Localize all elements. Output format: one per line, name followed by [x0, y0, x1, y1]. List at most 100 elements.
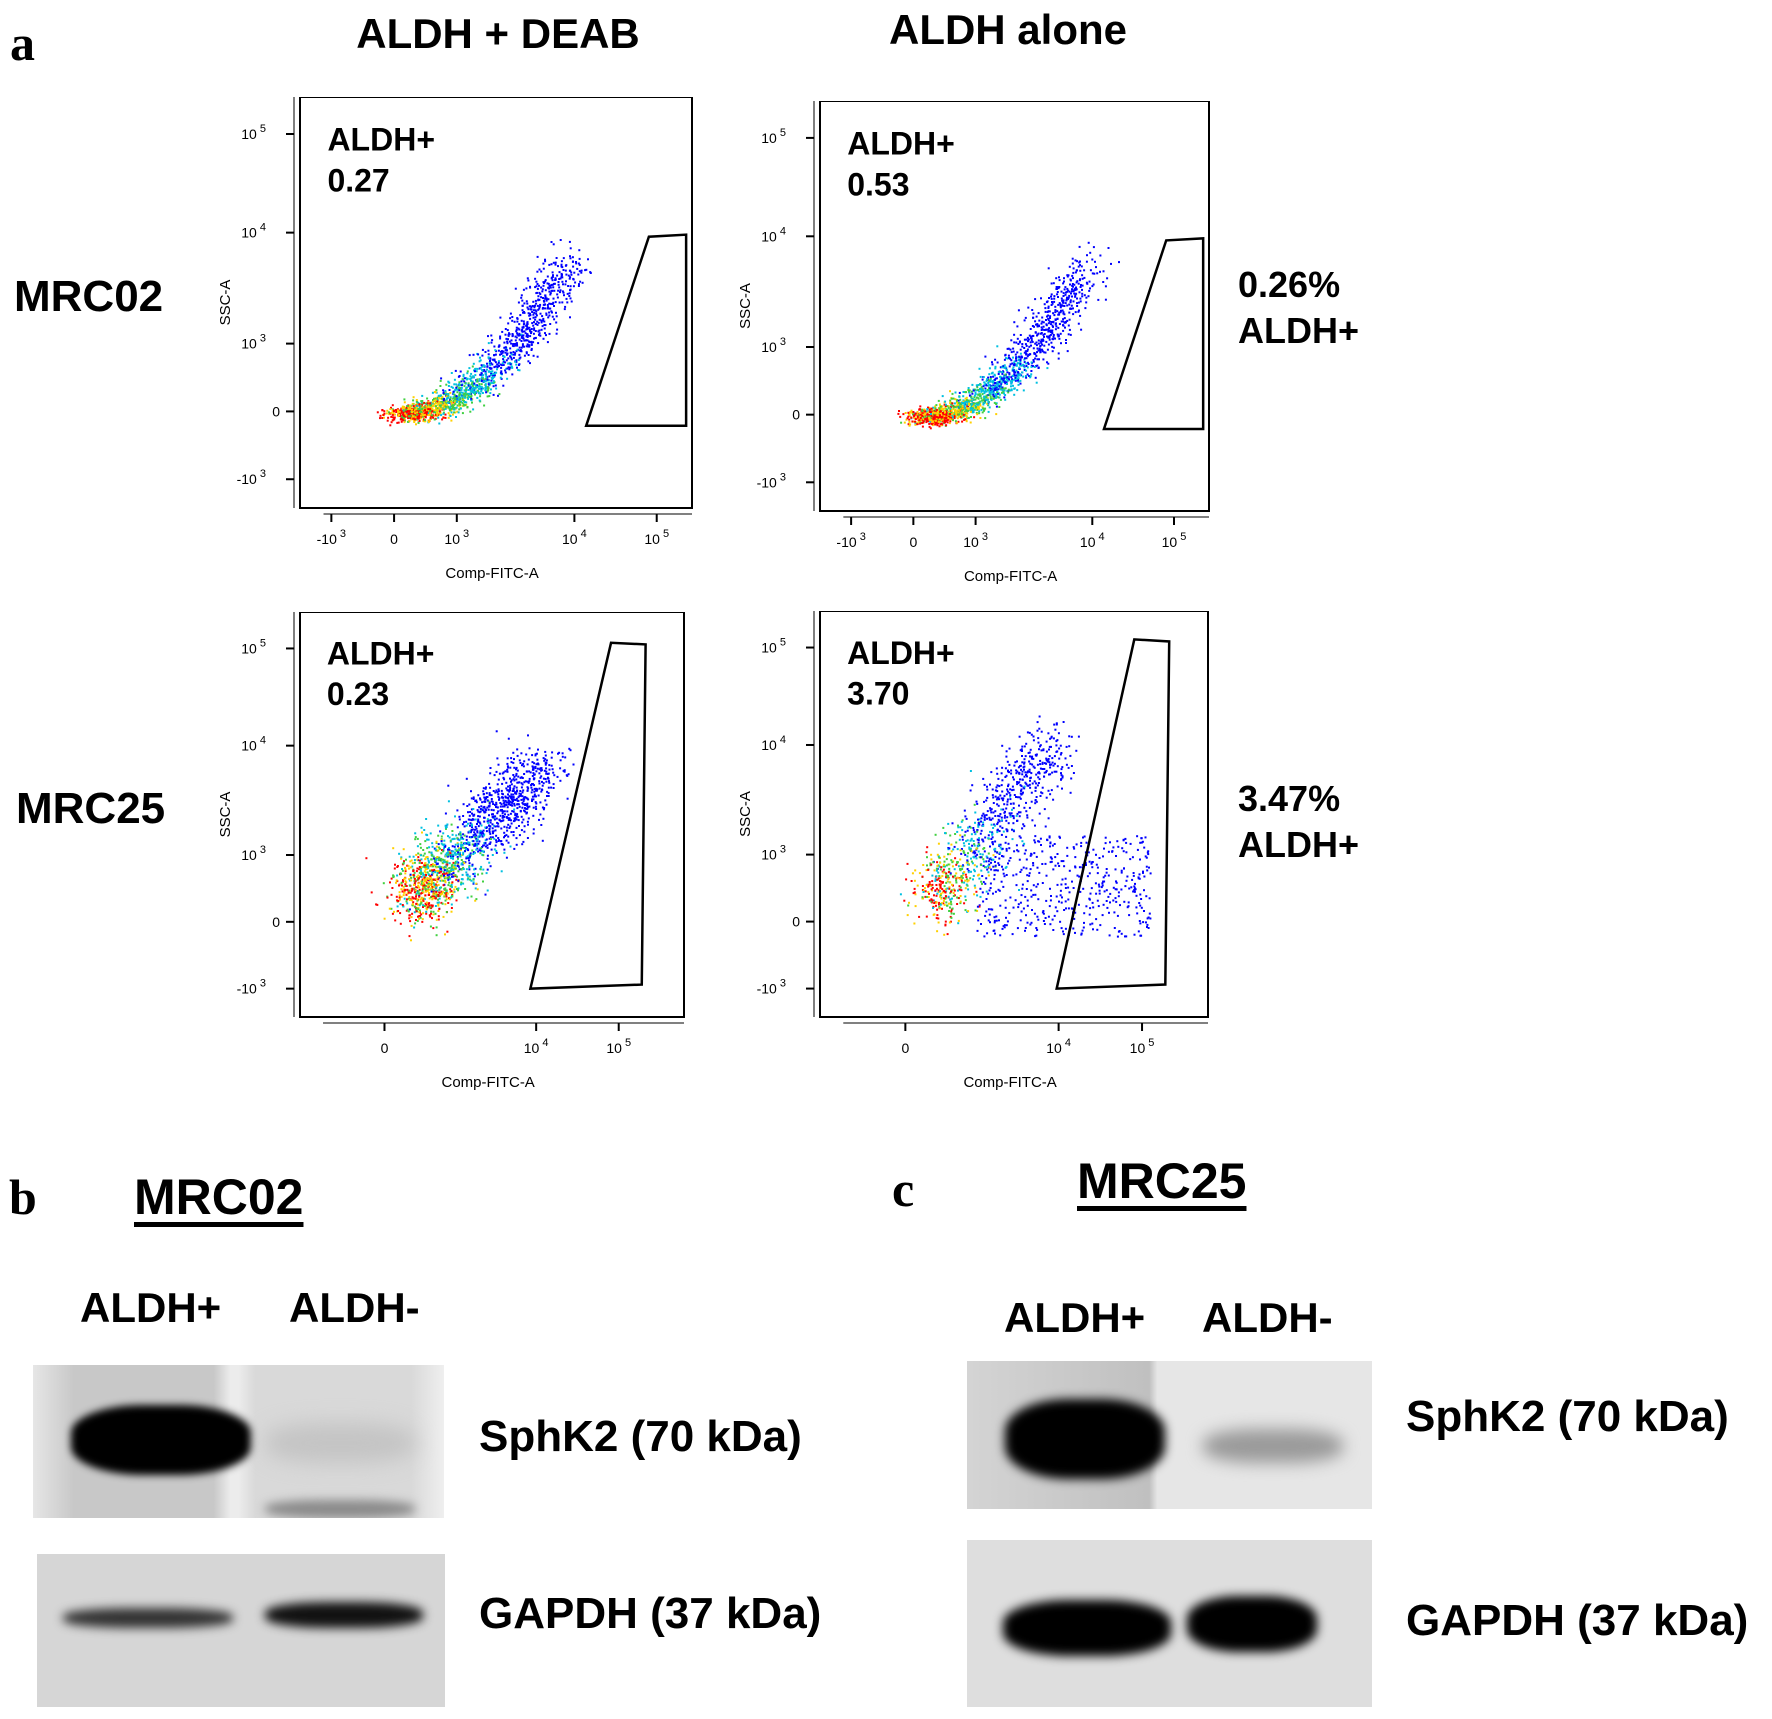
event-dot [420, 826, 423, 829]
event-dot [1049, 333, 1052, 336]
event-dot [551, 283, 554, 286]
event-dot [565, 280, 567, 283]
event-dot [470, 377, 473, 380]
event-dot [1007, 354, 1010, 357]
event-dot [989, 393, 992, 396]
event-dot [555, 332, 558, 335]
event-dot [379, 414, 382, 417]
event-dot [438, 871, 441, 874]
event-dot [978, 410, 981, 413]
event-dot [429, 877, 432, 880]
event-dot [1051, 324, 1054, 327]
event-dot [474, 851, 476, 854]
event-dot [464, 390, 467, 393]
event-dot [481, 830, 483, 833]
event-dot [536, 320, 539, 323]
event-dot [543, 300, 546, 303]
event-dot [491, 363, 494, 366]
event-dot [972, 403, 975, 406]
event-dot [440, 857, 443, 860]
event-dot [515, 768, 517, 771]
event-dot [544, 332, 546, 335]
event-dot [1023, 361, 1026, 364]
event-dot [487, 342, 490, 345]
event-dot [486, 362, 488, 365]
event-dot [527, 345, 530, 348]
event-dot [1051, 329, 1054, 332]
event-dot [534, 309, 537, 312]
event-dot [982, 389, 984, 392]
event-dot [933, 415, 936, 418]
event-dot [497, 364, 500, 367]
event-dot [459, 370, 462, 373]
event-dot [519, 348, 522, 351]
event-dot [967, 387, 970, 389]
event-dot [506, 340, 509, 343]
event-dot [547, 777, 550, 780]
event-dot [478, 811, 481, 814]
event-dot [919, 412, 922, 415]
event-dot [419, 914, 421, 917]
event-dot [525, 328, 528, 331]
event-dot [398, 410, 401, 413]
event-dot [451, 881, 454, 884]
event-dot [1018, 366, 1021, 369]
event-dot [515, 837, 518, 840]
event-dot [473, 392, 476, 395]
event-dot [452, 850, 455, 853]
event-dot [1030, 339, 1033, 342]
event-dot [452, 396, 455, 399]
event-dot [438, 410, 441, 413]
event-dot [396, 421, 399, 424]
event-dot [1019, 334, 1022, 336]
event-dot [563, 770, 566, 773]
event-dot [1031, 309, 1034, 311]
event-dot [937, 399, 940, 402]
event-dot [493, 824, 496, 827]
event-dot [463, 396, 466, 399]
event-dot [1019, 379, 1022, 382]
event-dot [1041, 348, 1044, 351]
event-dot [527, 279, 530, 282]
event-dot [438, 397, 441, 400]
event-dot [535, 312, 538, 315]
event-dot [427, 873, 430, 876]
event-dot [1063, 288, 1066, 291]
event-dot [1064, 302, 1067, 305]
event-dot [405, 411, 408, 414]
event-dot [1038, 347, 1041, 350]
event-dot [492, 803, 495, 805]
event-dot [968, 391, 971, 394]
event-dot [418, 406, 421, 409]
event-dot [391, 404, 394, 407]
event-dot [451, 386, 454, 389]
event-dot [455, 888, 458, 890]
event-dot [950, 413, 953, 416]
event-dot [406, 892, 409, 895]
event-dot [420, 862, 423, 864]
event-dot [1050, 297, 1053, 300]
event-dot [1019, 364, 1022, 367]
event-dot [479, 797, 481, 800]
event-dot [563, 308, 566, 311]
event-dot [1087, 241, 1090, 244]
event-dot [995, 405, 998, 408]
event-dot [502, 771, 505, 774]
event-dot [914, 420, 916, 423]
event-dot [1054, 319, 1057, 321]
event-dot [529, 286, 532, 289]
event-dot [462, 815, 465, 817]
event-dot [517, 364, 520, 366]
event-dot [1089, 269, 1092, 272]
event-dot [449, 391, 452, 394]
event-dot [520, 346, 523, 349]
event-dot [468, 859, 470, 862]
event-dot [459, 392, 461, 395]
event-dot [1079, 264, 1081, 267]
event-dot [930, 422, 933, 425]
event-dot [518, 825, 520, 827]
event-dot [528, 344, 531, 347]
event-dot [450, 896, 453, 899]
event-dot [393, 867, 396, 870]
event-dot [449, 397, 452, 400]
